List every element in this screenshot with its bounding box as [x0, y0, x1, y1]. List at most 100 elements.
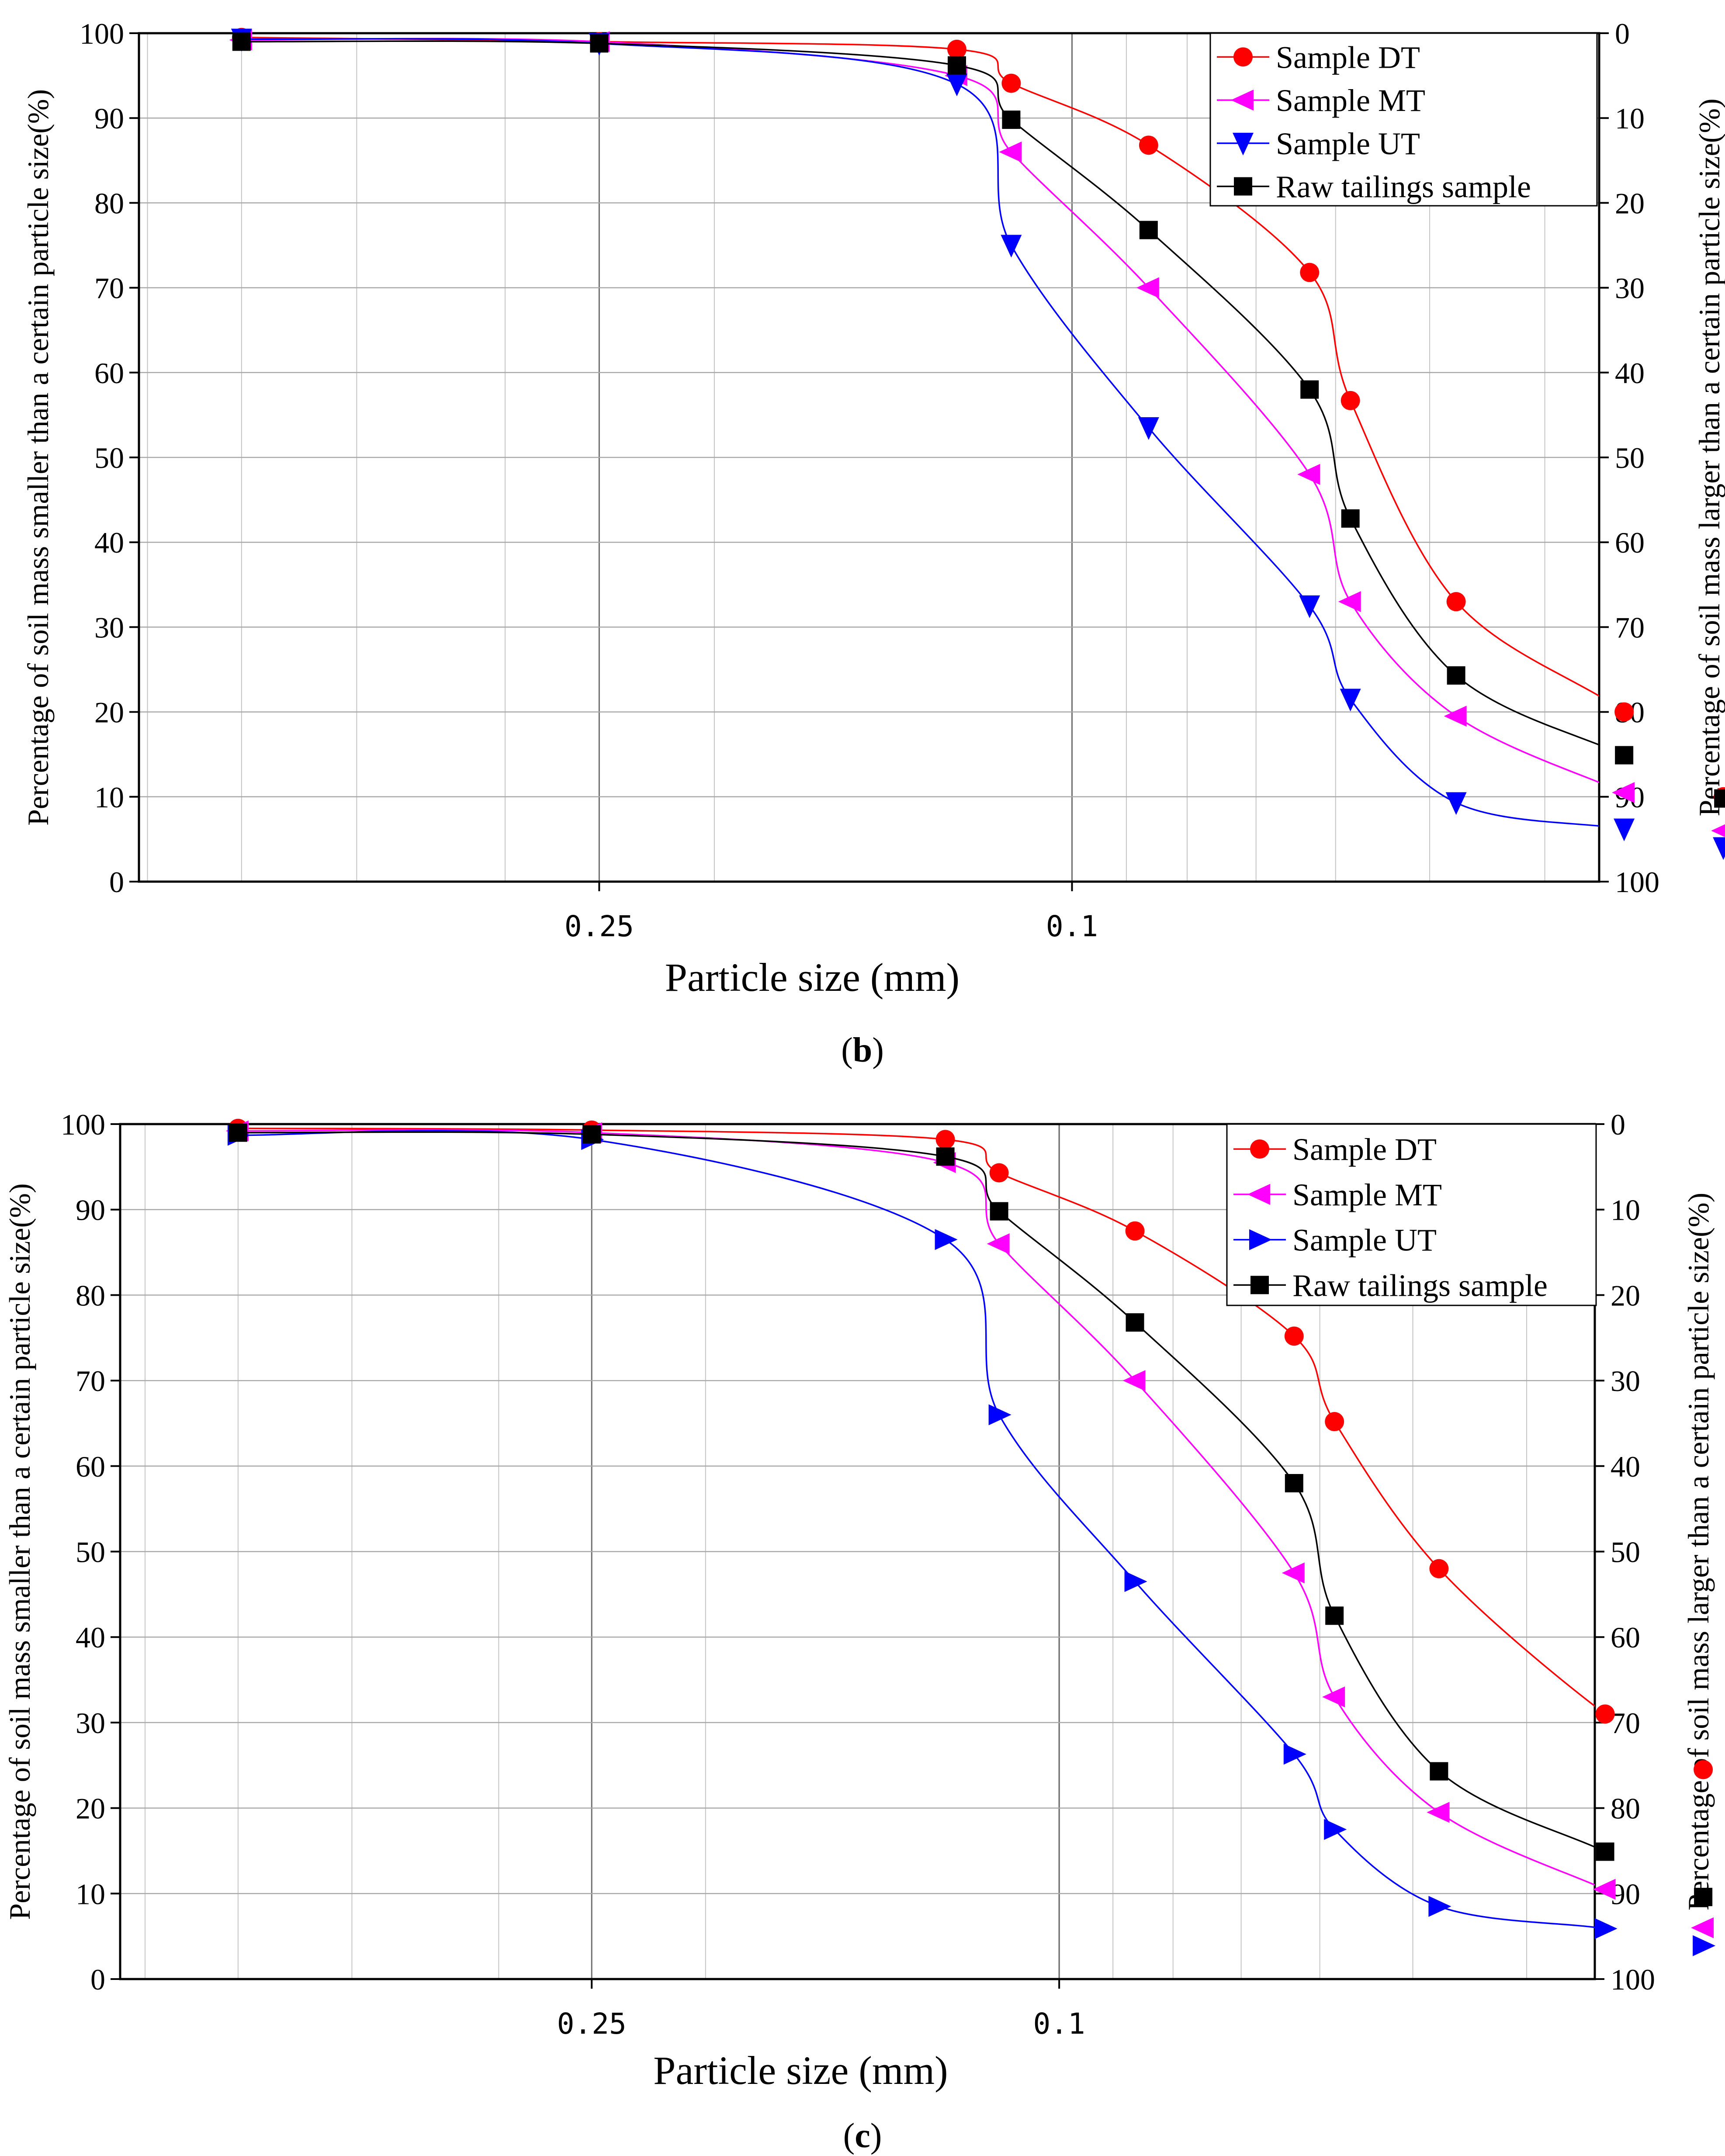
- data-point-square: [947, 56, 966, 75]
- y-tick-label: 30: [94, 611, 124, 644]
- data-point-circle: [1614, 702, 1634, 722]
- y-axis-ticks: 0 10 20 30 40 50 60 70 80 90 100: [61, 1108, 120, 1996]
- data-point-circle: [1284, 1326, 1304, 1346]
- data-point-triangle-left: [1122, 1370, 1146, 1391]
- data-point-square: [229, 1123, 247, 1142]
- y-tick-label: 50: [76, 1536, 105, 1569]
- y-tick-label: 90: [94, 102, 124, 135]
- y2-tick-label: 0: [1611, 1108, 1625, 1141]
- data-point-circle: [1233, 47, 1253, 67]
- y2-tick-label: 40: [1615, 356, 1645, 390]
- y-axis-ticks: 0 10 20 30 40 50 60 70 80 90 100: [80, 17, 139, 899]
- data-point-circle: [1125, 1221, 1145, 1241]
- caption-letter: b: [853, 1031, 873, 1069]
- data-point-triangle-down: [1233, 132, 1254, 156]
- data-point-square: [1596, 1842, 1614, 1861]
- x-tick-label: 0.25: [565, 910, 634, 943]
- y-tick-label: 20: [94, 696, 124, 729]
- data-point-square: [1615, 746, 1634, 765]
- data-point-circle: [1694, 1760, 1713, 1779]
- legend-label: Sample MT: [1276, 83, 1425, 118]
- data-point-triangle-right: [1249, 1229, 1272, 1250]
- data-point-triangle-left: [1427, 1802, 1450, 1823]
- y-tick-label: 40: [76, 1621, 105, 1654]
- data-point-square: [1234, 177, 1252, 196]
- legend-item: Raw tailings sample: [1217, 170, 1531, 204]
- y-tick-label: 0: [90, 1963, 105, 1996]
- data-point-square: [1285, 1474, 1303, 1492]
- legend-label: Raw tailings sample: [1292, 1268, 1548, 1303]
- data-point-circle: [1446, 592, 1466, 612]
- y2-tick-label: 20: [1615, 187, 1645, 220]
- y-tick-label: 10: [94, 781, 124, 814]
- series-line: [238, 1128, 1595, 1707]
- data-point-triangle-left: [1247, 1184, 1270, 1205]
- data-point-circle: [1001, 73, 1021, 93]
- legend-item: Sample UT: [1233, 1223, 1437, 1258]
- y2-tick-label: 20: [1611, 1279, 1640, 1312]
- y-tick-label: 20: [76, 1792, 105, 1825]
- y2-tick-label: 100: [1615, 865, 1659, 899]
- chart-panel-c: 0102030405060708090100100908070605040302…: [3, 1108, 1716, 2093]
- series-raw-tailings-sample: [232, 32, 1725, 808]
- y2-tick-label: 10: [1611, 1194, 1640, 1227]
- data-point-square: [1447, 666, 1465, 685]
- y-tick-label: 90: [76, 1194, 105, 1227]
- data-point-triangle-left: [987, 1233, 1010, 1254]
- data-point-square: [582, 1125, 601, 1144]
- data-point-triangle-left: [1322, 1686, 1345, 1708]
- x-axis-label: Particle size (mm): [665, 955, 959, 1000]
- legend-item: Sample DT: [1217, 40, 1420, 75]
- y-tick-label: 30: [76, 1706, 105, 1740]
- y2-tick-label: 30: [1615, 272, 1645, 305]
- data-point-triangle-down: [1299, 595, 1320, 618]
- data-point-triangle-right: [935, 1229, 958, 1250]
- data-point-circle: [1595, 1704, 1615, 1724]
- data-point-square: [590, 34, 609, 53]
- data-point-triangle-down: [1138, 417, 1159, 440]
- legend: Sample DT Sample MT Sample UT Raw tailings …: [1209, 32, 1598, 207]
- y2-tick-label: 70: [1615, 611, 1645, 644]
- data-point-triangle-down: [1713, 837, 1725, 860]
- data-point-triangle-right: [1693, 1935, 1716, 1956]
- data-point-triangle-left: [1711, 824, 1725, 837]
- data-point-square: [1325, 1606, 1344, 1625]
- x-tick-label: 0.25: [557, 2007, 627, 2041]
- y-axis-label: Percentage of soil mass smaller than a c…: [3, 1183, 36, 1920]
- data-point-square: [1430, 1762, 1448, 1781]
- data-point-triangle-right: [1594, 1918, 1618, 1939]
- series-raw-tailings-sample: [229, 1123, 1713, 1907]
- legend-box: [1226, 1123, 1597, 1306]
- data-point-triangle-left: [1338, 591, 1361, 613]
- x-tick-label: 0.1: [1046, 910, 1098, 943]
- data-point-square: [1341, 509, 1360, 528]
- data-point-square: [936, 1147, 955, 1166]
- data-point-circle: [1139, 135, 1158, 155]
- data-point-circle: [1250, 1139, 1269, 1159]
- data-point-square: [1694, 1888, 1713, 1907]
- y2-tick-label: 60: [1615, 526, 1645, 559]
- series-line: [238, 1130, 1595, 1928]
- legend-label: Sample MT: [1292, 1177, 1442, 1212]
- y-tick-label: 40: [94, 526, 124, 559]
- data-point-circle: [1429, 1559, 1449, 1578]
- data-point-triangle-left: [1297, 464, 1320, 485]
- legend-label: Sample UT: [1276, 126, 1420, 161]
- caption-letter: c: [855, 2117, 870, 2155]
- data-point-circle: [1325, 1412, 1344, 1432]
- x-tick-label: 0.1: [1033, 2007, 1085, 2041]
- data-point-square: [1002, 111, 1021, 129]
- y-tick-label: 50: [94, 441, 124, 474]
- data-point-triangle-left: [1593, 1879, 1616, 1900]
- data-point-square: [1126, 1313, 1144, 1332]
- y-tick-label: 100: [61, 1108, 105, 1141]
- data-point-circle: [935, 1130, 955, 1149]
- y2-tick-label: 60: [1611, 1621, 1640, 1654]
- legend-label: Sample UT: [1292, 1223, 1437, 1258]
- series-line: [241, 36, 1599, 697]
- data-point-triangle-down: [946, 73, 967, 97]
- data-point-square: [990, 1202, 1008, 1221]
- legend: Sample DT Sample MT Sample UT Raw tailings …: [1226, 1123, 1597, 1306]
- data-point-square: [232, 32, 251, 51]
